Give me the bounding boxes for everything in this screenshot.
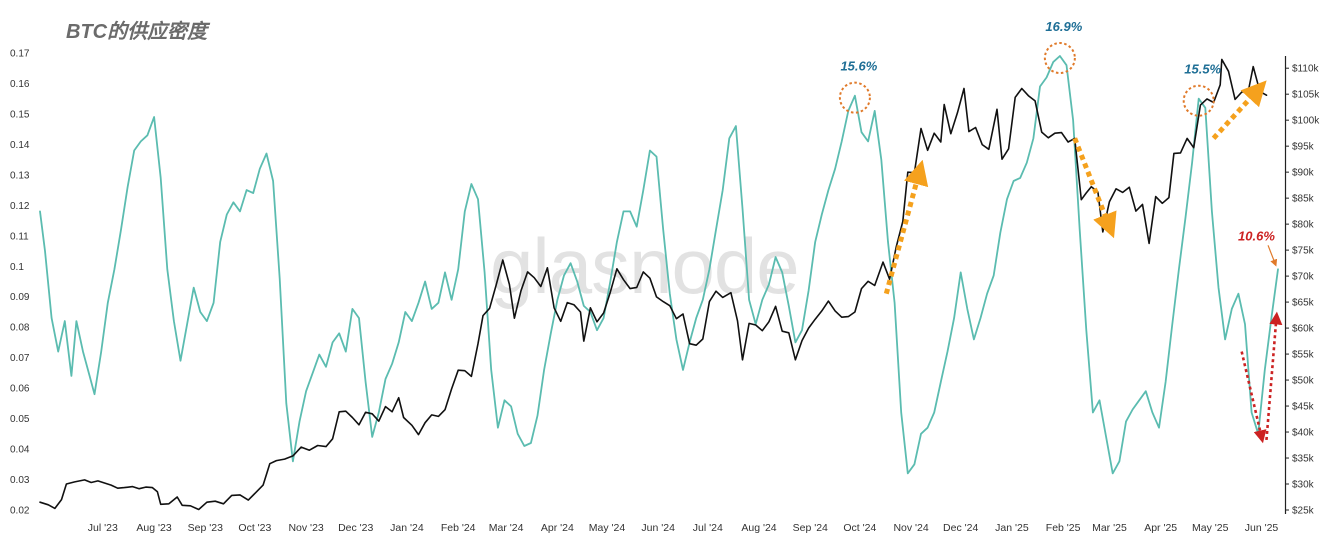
annotations: 15.6% 16.9% 15.5% 10.6%: [838, 19, 1278, 267]
left-tick-label: 0.16: [10, 79, 30, 90]
trend-arrows: [883, 80, 1283, 444]
peak-highlight-circle: [838, 81, 871, 114]
left-tick-label: 0.05: [10, 414, 30, 425]
x-tick-label: Apr '24: [541, 522, 574, 534]
x-tick-label: May '25: [1192, 522, 1229, 534]
left-tick-label: 0.15: [10, 109, 30, 120]
series-layer: [39, 55, 1279, 511]
x-tick-label: Jul '23: [88, 522, 118, 534]
right-tick-label: $95k: [1292, 142, 1315, 153]
x-tick-label: Jan '24: [390, 522, 424, 534]
peak-annotation-label: 15.6%: [840, 59, 877, 74]
left-tick-label: 0.11: [10, 231, 29, 242]
x-tick-label: Jun '24: [641, 522, 675, 534]
right-axis: $25k $30k $35k $40k $45k $50k $55k $60k $65k $70k…: [1284, 56, 1320, 517]
left-tick-label: 0.07: [10, 353, 30, 364]
current-annotation-label: 10.6%: [1238, 228, 1275, 243]
right-tick-label: $45k: [1292, 402, 1315, 413]
x-tick-label: Aug '23: [136, 522, 171, 534]
left-tick-label: 0.12: [10, 201, 30, 212]
orange-trend-arrow: [883, 159, 929, 295]
x-tick-label: Feb '24: [441, 522, 476, 534]
left-tick-label: 0.06: [10, 384, 30, 395]
left-tick-label: 0.02: [10, 506, 30, 517]
x-axis: Jul '23 Aug '23 Sep '23 Oct '23 Nov '23 Dec '…: [88, 522, 1279, 534]
x-tick-label: Feb '25: [1046, 522, 1081, 534]
right-tick-label: $65k: [1292, 298, 1315, 309]
x-tick-label: Aug '24: [741, 522, 776, 534]
right-tick-label: $50k: [1292, 376, 1315, 387]
x-tick-label: Dec '24: [943, 522, 978, 534]
right-tick-label: $70k: [1292, 272, 1315, 283]
right-tick-label: $25k: [1292, 506, 1315, 517]
orange-trend-arrow: [1072, 137, 1117, 239]
right-tick-label: $30k: [1292, 480, 1315, 491]
peak-annotation-label: 15.5%: [1184, 62, 1221, 77]
left-tick-label: 0.03: [10, 475, 30, 486]
peak-highlight-circle: [1043, 42, 1076, 75]
left-tick-label: 0.17: [10, 49, 30, 60]
left-tick-label: 0.04: [10, 445, 30, 456]
right-tick-label: $40k: [1292, 428, 1315, 439]
watermark: glasnode: [490, 222, 799, 310]
red-trend-arrow: [1265, 311, 1283, 441]
x-tick-label: Jun '25: [1245, 522, 1279, 534]
x-tick-label: May '24: [589, 522, 626, 534]
x-tick-label: Dec '23: [338, 522, 373, 534]
orange-trend-arrow: [1211, 80, 1267, 140]
x-tick-label: Mar '24: [489, 522, 524, 534]
red-trend-arrow: [1240, 351, 1267, 444]
x-tick-label: Sep '24: [793, 522, 828, 534]
right-tick-label: $100k: [1292, 116, 1320, 127]
x-tick-label: Nov '23: [288, 522, 323, 534]
right-tick-label: $60k: [1292, 324, 1315, 335]
right-tick-label: $105k: [1292, 90, 1320, 101]
x-tick-label: Jul '24: [693, 522, 723, 534]
right-tick-label: $75k: [1292, 246, 1315, 257]
left-tick-label: 0.1: [10, 262, 24, 273]
annotation-pointer: [1267, 245, 1278, 267]
left-tick-label: 0.13: [10, 170, 30, 181]
right-tick-label: $110k: [1292, 64, 1320, 75]
right-tick-label: $85k: [1292, 194, 1315, 205]
supply-density-line: [39, 55, 1279, 475]
x-tick-label: Oct '24: [843, 522, 876, 534]
right-tick-label: $90k: [1292, 168, 1315, 179]
x-tick-label: Mar '25: [1092, 522, 1127, 534]
left-axis: 0.02 0.03 0.04 0.05 0.06 0.07 0.08 0.09 0.1 0.11 0…: [10, 49, 30, 517]
right-tick-label: $80k: [1292, 220, 1315, 231]
x-tick-label: Apr '25: [1144, 522, 1177, 534]
btc-price-line: [39, 58, 1268, 511]
chart-title: BTC的供应密度: [66, 20, 211, 43]
x-tick-label: Sep '23: [188, 522, 223, 534]
x-tick-label: Nov '24: [893, 522, 928, 534]
right-tick-label: $55k: [1292, 350, 1315, 361]
x-tick-label: Oct '23: [238, 522, 271, 534]
peak-annotation-label: 16.9%: [1045, 19, 1082, 34]
left-tick-label: 0.14: [10, 140, 30, 151]
left-tick-label: 0.09: [10, 292, 30, 303]
x-tick-label: Jan '25: [995, 522, 1029, 534]
left-tick-label: 0.08: [10, 323, 30, 334]
peak-highlight-circle: [1182, 84, 1215, 117]
right-tick-label: $35k: [1292, 454, 1315, 465]
